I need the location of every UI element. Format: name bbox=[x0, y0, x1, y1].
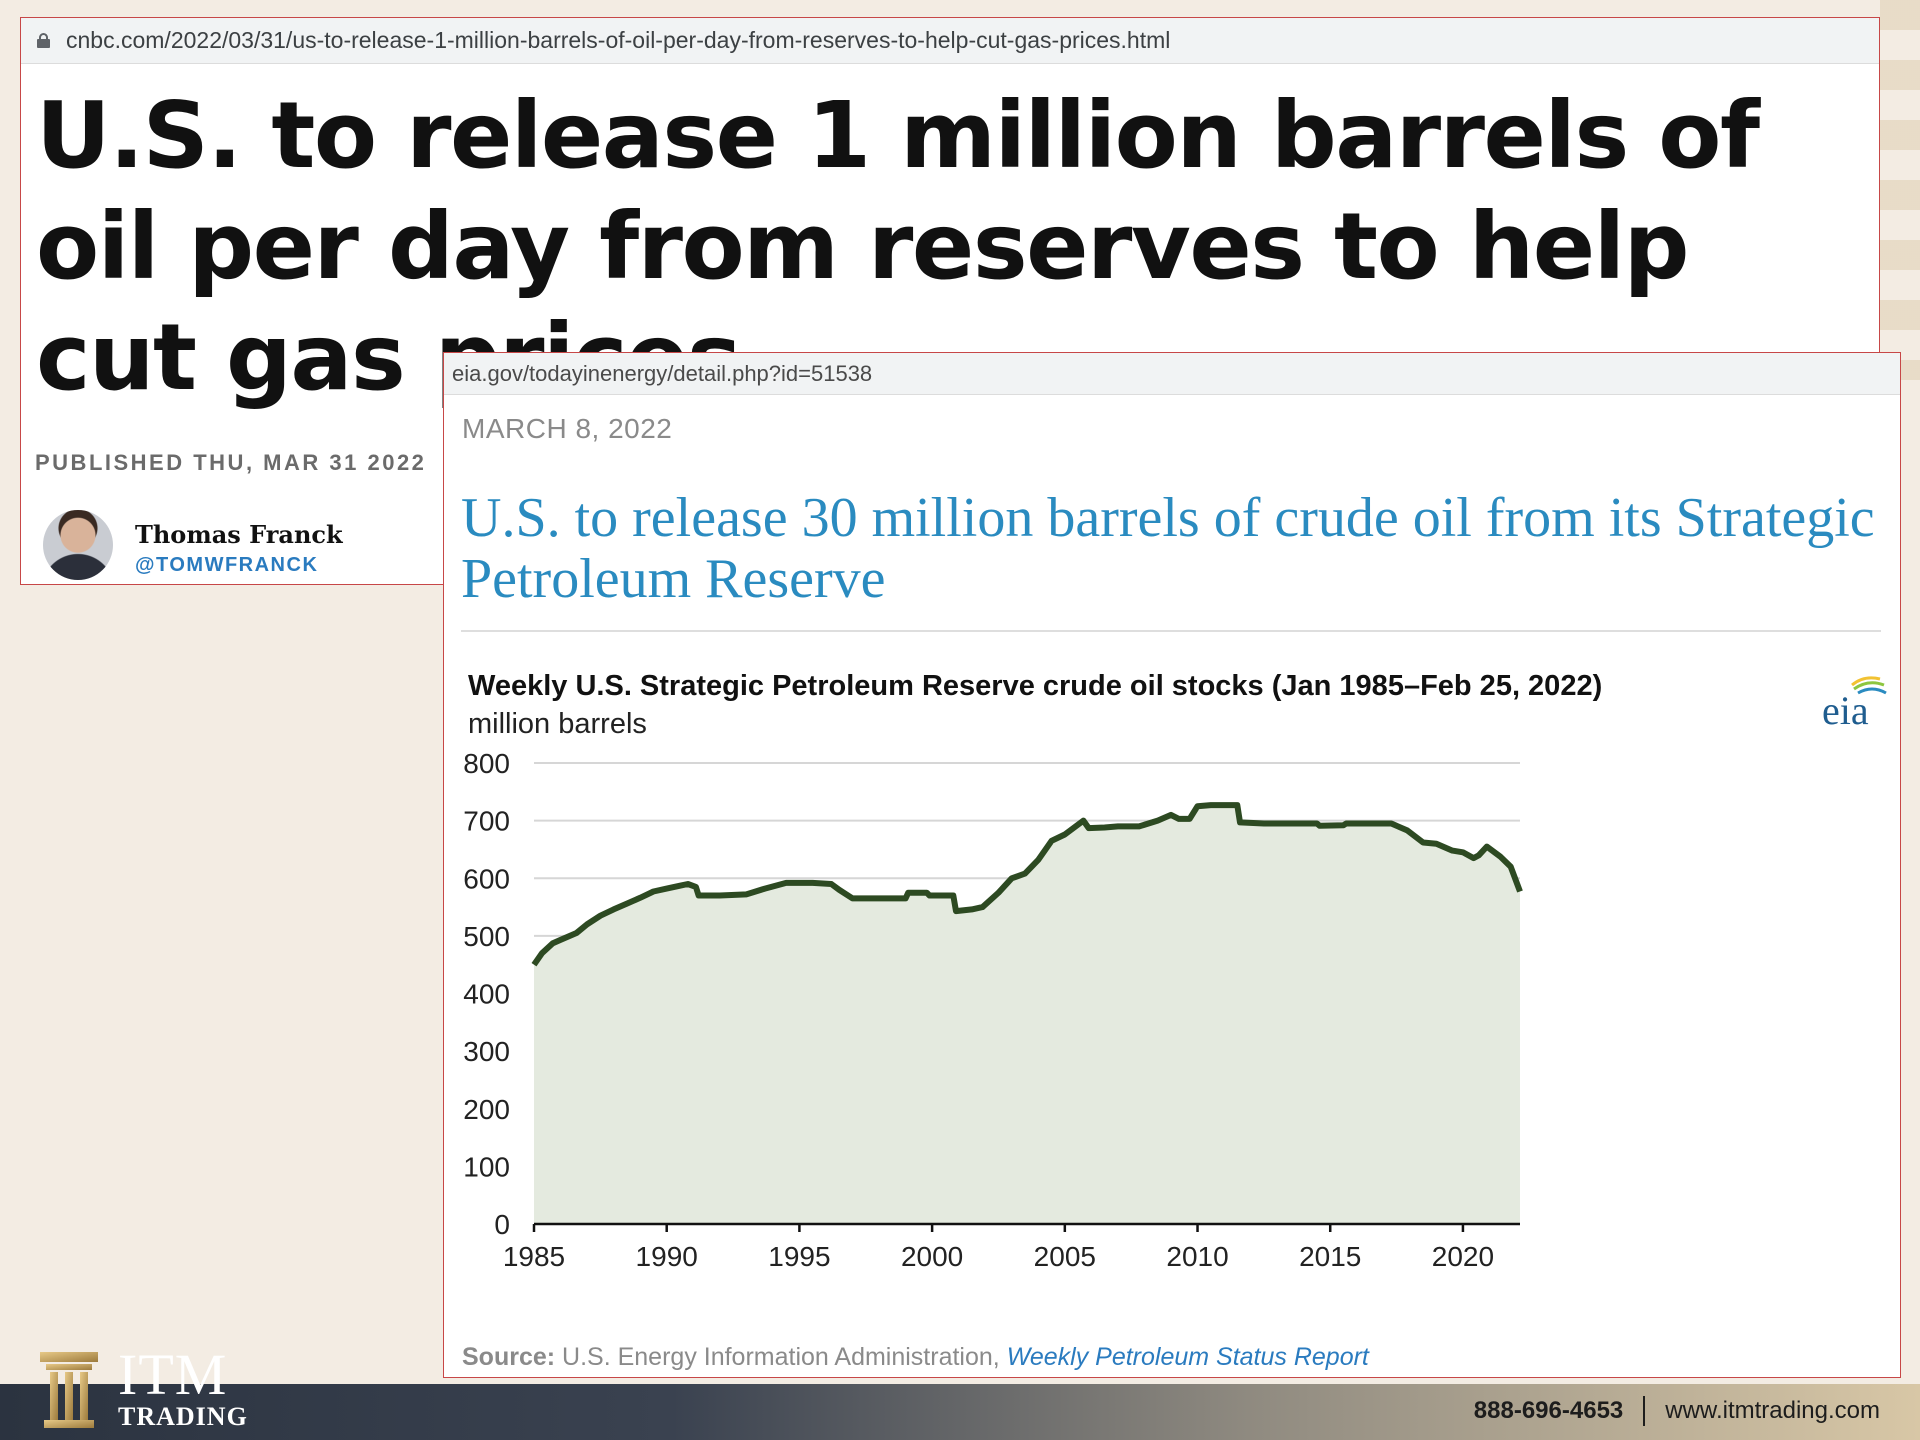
y-tick-label-300: 300 bbox=[463, 1036, 510, 1067]
chart-title: Weekly U.S. Strategic Petroleum Reserve … bbox=[468, 670, 1603, 702]
background-decoration bbox=[1880, 0, 1920, 380]
cnbc-url[interactable]: cnbc.com/2022/03/31/us-to-release-1-mill… bbox=[66, 27, 1171, 53]
chart-area-layer bbox=[531, 802, 1523, 1224]
source-link[interactable]: Weekly Petroleum Status Report bbox=[1006, 1343, 1369, 1371]
y-tick-label-800: 800 bbox=[463, 748, 510, 779]
itm-logo[interactable]: ITM TRADING bbox=[38, 1346, 278, 1440]
footer-phone[interactable]: 888-696-4653 bbox=[1473, 1397, 1624, 1424]
x-tick-label-2000: 2000 bbox=[901, 1241, 963, 1272]
eia-url[interactable]: eia.gov/todayinenergy/detail.php?id=5153… bbox=[452, 360, 873, 386]
chart-tick-labels: 0 100 200 300 400 500 600 700 800 1985 1990 1995 200… bbox=[463, 748, 1494, 1272]
eia-date: MARCH 8, 2022 bbox=[462, 413, 673, 444]
y-tick-label-500: 500 bbox=[463, 921, 510, 952]
itm-brand: ITM bbox=[118, 1342, 228, 1407]
author-name[interactable]: Thomas Franck bbox=[135, 520, 343, 549]
eia-headline: U.S. to release 30 million barrels of cr… bbox=[461, 487, 1875, 610]
y-tick-label-100: 100 bbox=[463, 1151, 510, 1182]
chart-axes bbox=[532, 1222, 1520, 1232]
chart-source: Source: U.S. Energy Information Administ… bbox=[462, 1343, 1369, 1372]
eia-logo-text: eia bbox=[1822, 688, 1869, 733]
y-tick-label-200: 200 bbox=[463, 1094, 510, 1125]
x-tick-label-2005: 2005 bbox=[1034, 1241, 1096, 1272]
eia-address-bar[interactable]: eia.gov/todayinenergy/detail.php?id=5153… bbox=[444, 353, 1900, 395]
cnbc-headline: U.S. to release 1 million barrels of oil… bbox=[36, 82, 1760, 411]
divider bbox=[461, 630, 1881, 632]
x-tick-label-2010: 2010 bbox=[1166, 1241, 1228, 1272]
y-tick-label-0: 0 bbox=[494, 1209, 510, 1240]
lock-icon bbox=[37, 33, 50, 48]
source-text: U.S. Energy Information Administration, bbox=[555, 1343, 1007, 1371]
x-tick-label-1990: 1990 bbox=[636, 1241, 698, 1272]
y-tick-label-600: 600 bbox=[463, 863, 510, 894]
series-area-fill bbox=[534, 805, 1520, 1224]
chart-unit-label: million barrels bbox=[468, 708, 647, 740]
eia-logo-arcs-icon bbox=[1851, 676, 1887, 695]
spr-stocks-chart: 0 100 200 300 400 500 600 700 800 1985 1990 1995 200… bbox=[463, 748, 1523, 1272]
x-tick-label-2020: 2020 bbox=[1432, 1241, 1494, 1272]
x-tick-label-2015: 2015 bbox=[1299, 1241, 1361, 1272]
x-tick-label-1995: 1995 bbox=[768, 1241, 830, 1272]
footer-contact: 888-696-4653 www.itmtrading.com bbox=[1474, 1396, 1880, 1426]
x-tick-label-1985: 1985 bbox=[503, 1241, 565, 1272]
eia-logo: eia bbox=[1822, 671, 1888, 733]
source-label: Source: bbox=[462, 1343, 556, 1371]
author-avatar[interactable] bbox=[43, 510, 113, 580]
cnbc-address-bar[interactable]: cnbc.com/2022/03/31/us-to-release-1-mill… bbox=[21, 18, 1879, 64]
pillar-icon bbox=[40, 1352, 98, 1428]
footer-bar bbox=[0, 1384, 1920, 1440]
y-tick-label-400: 400 bbox=[463, 979, 510, 1010]
cnbc-article-card: cnbc.com/2022/03/31/us-to-release-1-mill… bbox=[20, 17, 1880, 585]
y-tick-label-700: 700 bbox=[463, 806, 510, 837]
eia-article-card: eia.gov/todayinenergy/detail.php?id=5153… bbox=[443, 352, 1901, 1378]
series-line bbox=[531, 802, 1523, 967]
author-handle[interactable]: @TOMWFRANCK bbox=[135, 554, 319, 576]
published-date: PUBLISHED THU, MAR 31 2022 bbox=[35, 450, 427, 475]
itm-brand-sub: TRADING bbox=[118, 1402, 248, 1431]
footer-separator bbox=[1643, 1396, 1646, 1426]
footer-website[interactable]: www.itmtrading.com bbox=[1665, 1397, 1880, 1424]
